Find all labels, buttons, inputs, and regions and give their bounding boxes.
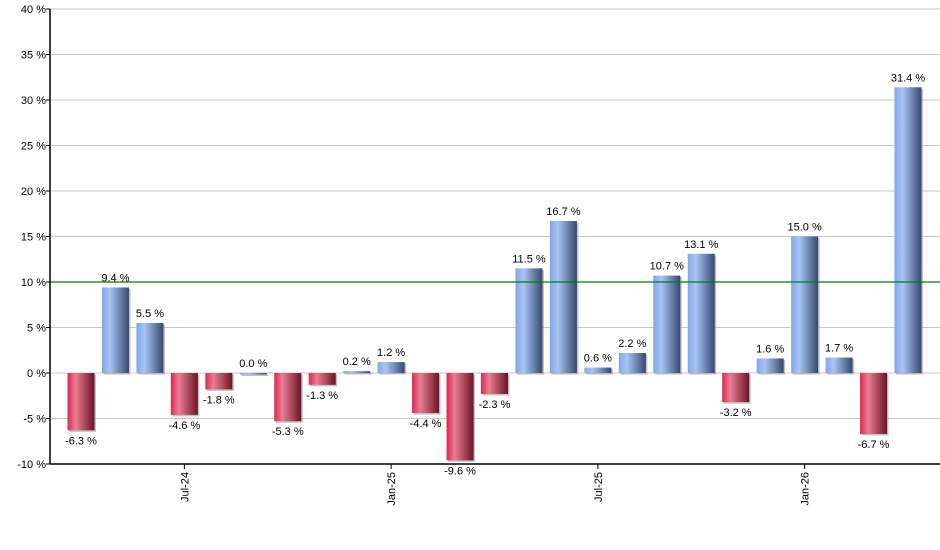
data-label: 13.1 % (684, 239, 718, 251)
data-label: 9.4 % (101, 272, 129, 284)
data-label: -6.3 % (65, 435, 97, 447)
data-label: 1.7 % (825, 343, 853, 355)
bar (860, 373, 888, 434)
y-tick-label: -10 % (17, 459, 46, 471)
data-label: -4.6 % (168, 420, 200, 432)
y-tick-label: 35 % (21, 50, 46, 62)
bars (67, 87, 923, 462)
data-label: 16.7 % (546, 206, 580, 218)
bar (515, 268, 543, 373)
bar-shadow (241, 374, 269, 376)
data-label: 0.6 % (584, 353, 612, 365)
y-tick-label: 40 % (21, 4, 46, 16)
data-label: -1.8 % (203, 394, 235, 406)
data-label: 11.5 % (512, 253, 546, 265)
y-tick-label: 30 % (21, 95, 46, 107)
bar (205, 373, 233, 390)
bar (239, 373, 267, 375)
bar (756, 358, 784, 373)
bar (412, 373, 440, 414)
y-tick-label: 20 % (21, 186, 46, 198)
data-label: -2.3 % (479, 399, 511, 411)
data-label: -9.6 % (444, 465, 476, 477)
bar (274, 373, 302, 422)
data-label: -1.3 % (306, 390, 338, 402)
bar (67, 373, 95, 431)
y-axis-ticks: -10 % -5 % 0 % 5 % 10 % 15 % 20 % 25 % 30 % 35 % 4… (17, 4, 50, 471)
bar (791, 236, 819, 373)
data-label: -6.7 % (858, 439, 890, 451)
bar (825, 357, 853, 373)
x-tick-label: Jan-26 (800, 472, 812, 506)
bar (101, 287, 129, 373)
y-tick-label: -5 % (23, 414, 46, 426)
bar (377, 362, 405, 373)
x-tick-label: Jul-24 (179, 472, 191, 502)
bar (446, 373, 474, 461)
x-tick-label: Jan-25 (386, 472, 398, 506)
y-tick-label: 0 % (27, 368, 46, 380)
bar (549, 221, 577, 373)
bar (308, 373, 336, 385)
bar (481, 373, 508, 394)
bar (653, 275, 681, 373)
data-label: -3.2 % (720, 407, 752, 419)
data-label: 15.0 % (788, 222, 822, 234)
data-label: 10.7 % (650, 261, 684, 273)
data-label: 0.0 % (239, 358, 267, 370)
data-label: 5.5 % (136, 308, 164, 320)
x-axis-ticks: Jul-24 Jan-25 Jul-25 Jan-26 (179, 464, 812, 506)
bar (618, 352, 646, 373)
data-label: 2.2 % (618, 338, 646, 350)
bar (136, 322, 164, 373)
bar (894, 87, 922, 373)
data-labels: -6.3 % 9.4 % 5.5 % -4.6 % -1.8 % 0.0 % -5.3 % -… (65, 72, 925, 477)
bar (343, 371, 371, 373)
bar (170, 373, 198, 415)
bar (687, 253, 715, 373)
data-label: 1.6 % (756, 343, 784, 355)
y-tick-label: 5 % (27, 323, 46, 335)
data-label: 31.4 % (891, 72, 925, 84)
data-label: 1.2 % (377, 347, 405, 359)
x-tick-label: Jul-25 (593, 472, 605, 502)
y-tick-label: 25 % (21, 141, 46, 153)
bar-shadow (344, 372, 372, 375)
bar (722, 373, 750, 403)
axes (49, 9, 940, 465)
data-label: -4.4 % (410, 418, 442, 430)
y-tick-label: 10 % (21, 277, 46, 289)
y-tick-label: 15 % (21, 232, 46, 244)
bar (584, 367, 612, 373)
data-label: 0.2 % (343, 356, 371, 368)
data-label: -5.3 % (272, 426, 304, 438)
